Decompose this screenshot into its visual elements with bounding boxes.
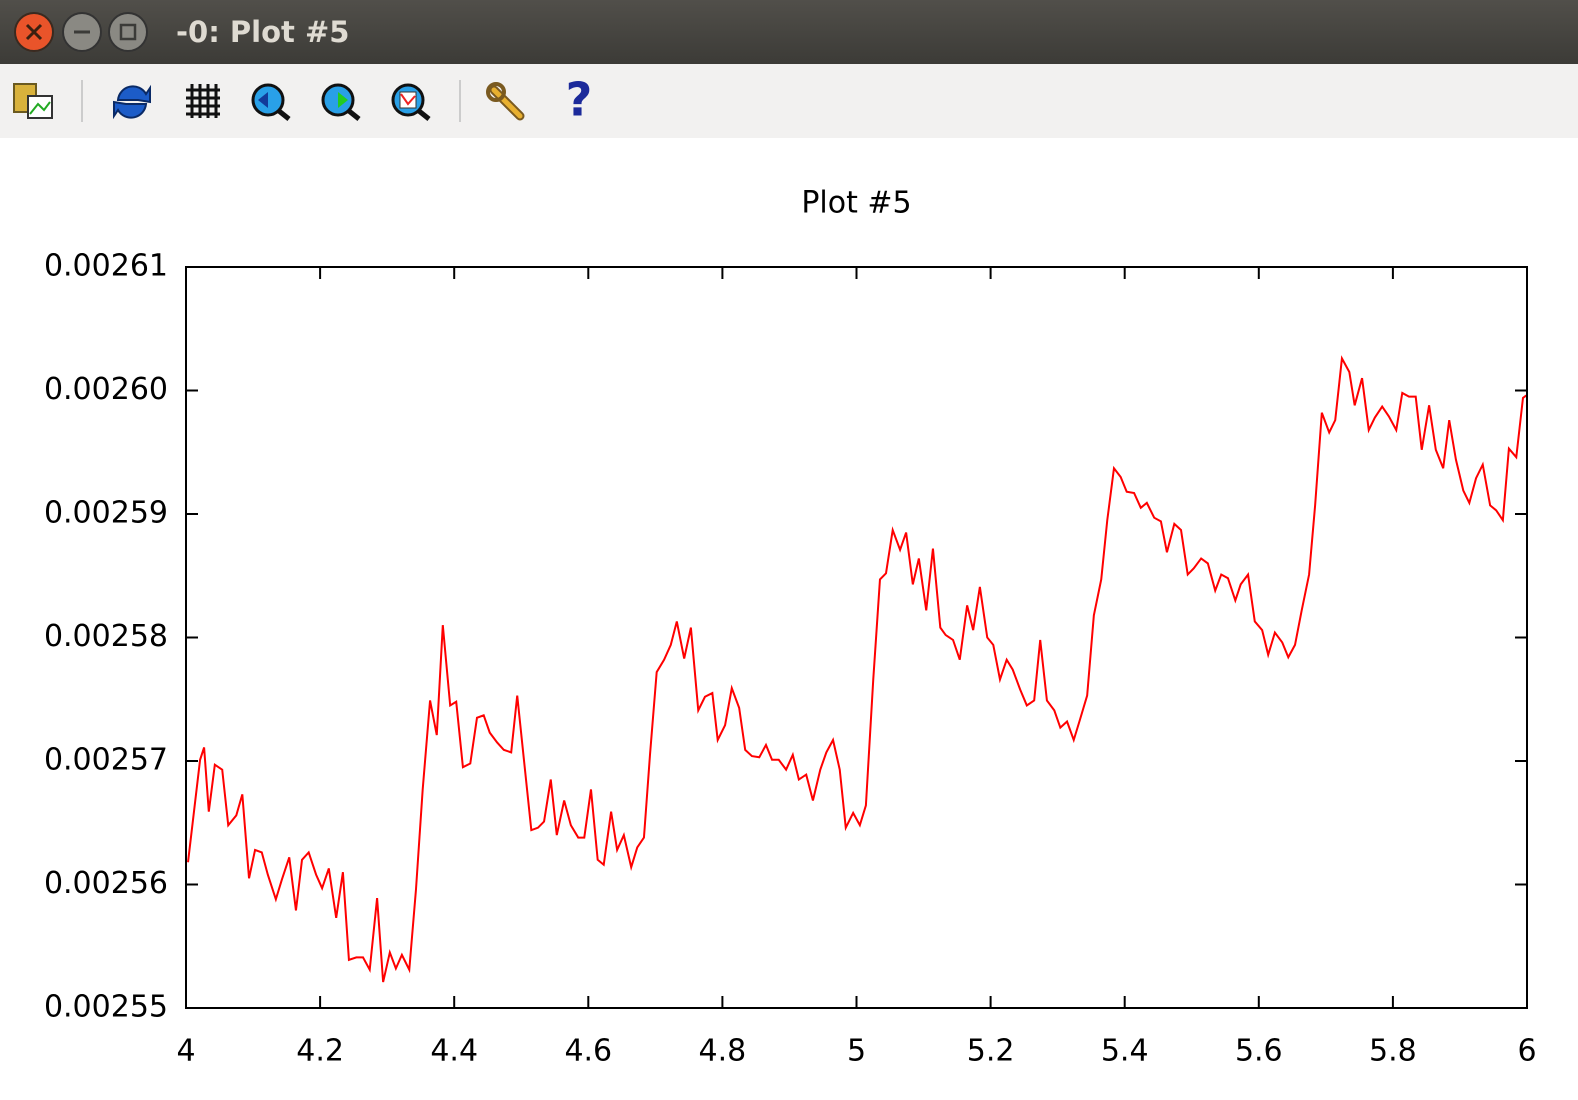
- y-tick-label: 0.00260: [44, 372, 168, 407]
- autoscale-button[interactable]: [391, 83, 431, 121]
- x-tick-label: 4.6: [564, 1034, 612, 1069]
- y-tick-label: 0.00257: [44, 743, 168, 778]
- x-tick-label: 4.8: [699, 1034, 747, 1069]
- y-tick-label: 0.00255: [44, 990, 168, 1025]
- plot-frame: [185, 266, 1528, 1009]
- x-tick-label: 6: [1517, 1034, 1536, 1069]
- x-tick-label: 5.6: [1235, 1034, 1283, 1069]
- copy-button[interactable]: [13, 83, 53, 119]
- x-tick-label: 4.4: [430, 1034, 478, 1069]
- x-tick-label: 4.2: [296, 1034, 344, 1069]
- y-tick-label: 0.00261: [44, 249, 168, 284]
- minimize-button[interactable]: [62, 12, 102, 52]
- zoom-next-button[interactable]: [321, 83, 361, 121]
- grid-button[interactable]: [186, 84, 220, 118]
- replot-button[interactable]: [113, 84, 151, 120]
- title-bar: [0, 0, 1578, 64]
- x-tick-label: 5: [847, 1034, 866, 1069]
- plot: Plot #5 0.00255 0.00256 0.00257 0.00258 0.002…: [44, 186, 1537, 1069]
- x-tick-label: 5.8: [1369, 1034, 1417, 1069]
- y-tick-label: 0.00256: [44, 866, 168, 901]
- x-tick-label: 4: [176, 1034, 195, 1069]
- x-tick-label: 5.4: [1101, 1034, 1149, 1069]
- y-tick-label: 0.00258: [44, 619, 168, 654]
- help-button[interactable]: ?: [566, 73, 593, 127]
- toolbar: [0, 64, 1578, 138]
- settings-button[interactable]: [486, 82, 525, 121]
- y-tick-label: 0.00259: [44, 496, 168, 531]
- window-title: -0: Plot #5: [176, 15, 349, 49]
- zoom-previous-button[interactable]: [251, 83, 291, 121]
- maximize-button[interactable]: [108, 12, 148, 52]
- chart-title: Plot #5: [801, 186, 911, 221]
- close-button[interactable]: [14, 12, 54, 52]
- x-tick-label: 5.2: [967, 1034, 1015, 1069]
- data-line: [187, 355, 1527, 983]
